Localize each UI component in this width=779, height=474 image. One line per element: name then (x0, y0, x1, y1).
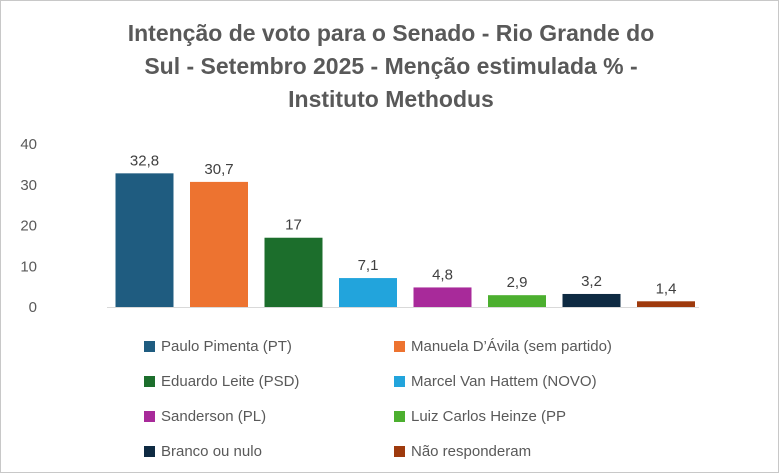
legend-label: Manuela D’Ávila (sem partido) (411, 337, 612, 355)
legend-label: Luiz Carlos Heinze (PP (411, 407, 567, 425)
legend-label: Eduardo Leite (PSD) (161, 372, 300, 390)
data-label: 2,9 (507, 274, 528, 291)
legend-swatch (144, 445, 155, 457)
legend-swatch (144, 340, 155, 352)
legend-label: Não responderam (411, 442, 532, 460)
bar (115, 173, 174, 307)
legend-swatch (394, 340, 405, 352)
legend-swatch (394, 410, 405, 422)
y-tick-label: 40 (20, 136, 37, 153)
y-tick-label: 20 (20, 218, 37, 235)
legend-label: Paulo Pimenta (PT) (161, 337, 292, 355)
data-label: 30,7 (204, 161, 233, 178)
data-label: 1,4 (656, 280, 677, 297)
legend-item: Marcel Van Hattem (NOVO) (394, 370, 597, 392)
legend-item: Manuela D’Ávila (sem partido) (394, 335, 612, 357)
chart-title-line-1: Intenção de voto para o Senado - Rio Gra… (127, 20, 655, 46)
data-label: 7,1 (358, 257, 379, 274)
legend-item: Não responderam (394, 440, 531, 462)
legend-item: Paulo Pimenta (PT) (144, 335, 292, 357)
bar (190, 181, 248, 307)
legend-label: Sanderson (PL) (161, 407, 267, 425)
legend-item: Eduardo Leite (PSD) (144, 370, 299, 392)
bar (413, 287, 472, 307)
bar (488, 295, 546, 307)
data-label: 4,8 (432, 266, 453, 283)
legend-label: Branco ou nulo (161, 442, 262, 460)
chart-title-line-3: Instituto Methodus (288, 86, 494, 112)
bar (562, 293, 621, 307)
bar (637, 301, 695, 307)
legend-swatch (394, 445, 405, 457)
legend-item: Sanderson (PL) (144, 405, 266, 427)
legend-item: Luiz Carlos Heinze (PP (394, 405, 566, 427)
y-tick-label: 10 (20, 258, 37, 275)
bar (339, 278, 397, 307)
legend-item: Branco ou nulo (144, 440, 262, 462)
chart-title-line-2: Sul - Setembro 2025 - Menção estimulada … (144, 53, 638, 79)
bar (264, 237, 323, 307)
legend-swatch (144, 375, 155, 387)
legend-swatch (394, 375, 405, 387)
y-tick-label: 30 (20, 177, 37, 194)
data-label: 32,8 (130, 152, 159, 169)
data-label: 17 (285, 217, 302, 234)
legend-swatch (144, 410, 155, 422)
legend-label: Marcel Van Hattem (NOVO) (411, 372, 597, 390)
y-tick-label: 0 (29, 299, 37, 316)
chart-title: Intenção de voto para o Senado - Rio Gra… (41, 17, 741, 116)
data-label: 3,2 (581, 273, 602, 290)
